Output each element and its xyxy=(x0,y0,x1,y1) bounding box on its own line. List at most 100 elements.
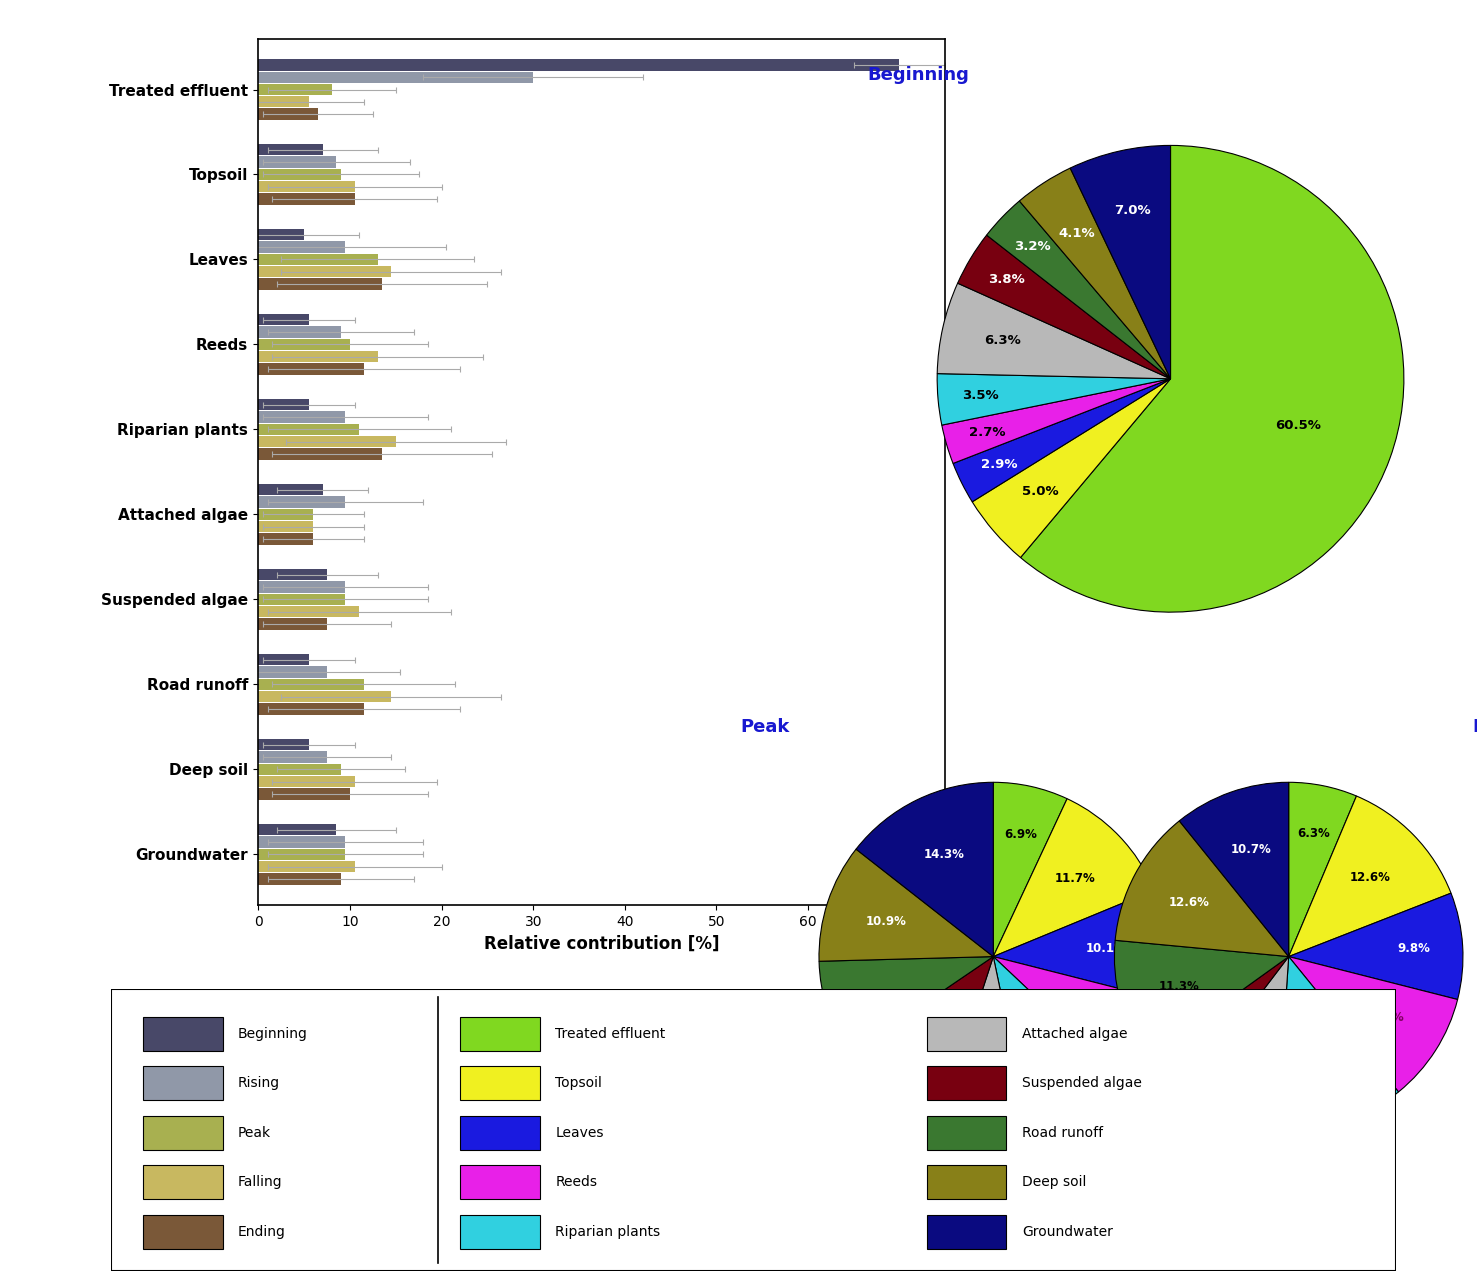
Text: 9.8%: 9.8% xyxy=(1397,942,1430,955)
Text: Attached algae: Attached algae xyxy=(1022,1027,1127,1041)
Bar xyxy=(258,619,326,629)
Text: Falling: Falling xyxy=(238,1175,282,1189)
Text: 8.0%: 8.0% xyxy=(1087,1011,1120,1023)
Wedge shape xyxy=(939,957,1029,1131)
Bar xyxy=(258,168,341,180)
FancyBboxPatch shape xyxy=(143,1017,223,1050)
Text: 12.6%: 12.6% xyxy=(1350,871,1390,885)
FancyBboxPatch shape xyxy=(926,1116,1006,1149)
X-axis label: Relative contribution [%]: Relative contribution [%] xyxy=(484,935,719,953)
FancyBboxPatch shape xyxy=(461,1215,541,1248)
Text: 11.3%: 11.3% xyxy=(1159,980,1199,993)
Text: 10.4%: 10.4% xyxy=(905,1041,945,1054)
Bar xyxy=(258,351,378,362)
Text: Ending: Ending xyxy=(238,1225,287,1239)
Text: Ending: Ending xyxy=(1473,718,1477,736)
Wedge shape xyxy=(857,782,994,957)
Bar xyxy=(258,229,304,240)
FancyBboxPatch shape xyxy=(143,1215,223,1248)
Text: 2.7%: 2.7% xyxy=(969,426,1006,439)
Text: 4.7%: 4.7% xyxy=(1183,1037,1216,1050)
Text: 10.9%: 10.9% xyxy=(866,914,905,927)
Text: Riparian plants: Riparian plants xyxy=(555,1225,660,1239)
Bar xyxy=(258,437,396,447)
Text: Reeds: Reeds xyxy=(555,1175,597,1189)
FancyBboxPatch shape xyxy=(926,1066,1006,1100)
Text: 3.8%: 3.8% xyxy=(988,273,1025,286)
Bar xyxy=(258,194,354,204)
Bar xyxy=(258,836,346,847)
Wedge shape xyxy=(993,957,1120,1127)
Text: 9.6%: 9.6% xyxy=(1038,1059,1071,1072)
Bar xyxy=(258,72,533,83)
Text: 12.6%: 12.6% xyxy=(1168,896,1210,909)
Text: 6.3%: 6.3% xyxy=(1297,827,1329,840)
Bar xyxy=(258,326,341,338)
Text: 11.8%: 11.8% xyxy=(1303,1058,1344,1071)
Wedge shape xyxy=(1288,957,1458,1091)
Text: 14.3%: 14.3% xyxy=(923,849,964,862)
Text: Peak: Peak xyxy=(238,1126,272,1140)
Wedge shape xyxy=(993,782,1066,957)
Wedge shape xyxy=(849,957,993,1122)
Text: 11.7%: 11.7% xyxy=(1055,872,1096,885)
Wedge shape xyxy=(957,235,1170,379)
Wedge shape xyxy=(1183,957,1288,1130)
Bar xyxy=(258,521,313,533)
Bar xyxy=(258,764,341,776)
Wedge shape xyxy=(987,202,1170,379)
Bar xyxy=(258,59,899,71)
Text: Beginning: Beginning xyxy=(238,1027,307,1041)
Text: 60.5%: 60.5% xyxy=(1275,419,1320,431)
FancyBboxPatch shape xyxy=(143,1066,223,1100)
Bar xyxy=(258,860,354,872)
Wedge shape xyxy=(1148,957,1288,1095)
Bar xyxy=(258,181,354,193)
Text: 6.9%: 6.9% xyxy=(1004,828,1037,841)
Text: 6.3%: 6.3% xyxy=(984,334,1021,347)
Bar xyxy=(258,108,318,119)
Bar xyxy=(258,363,363,375)
Wedge shape xyxy=(938,374,1170,425)
Bar xyxy=(258,849,346,860)
Wedge shape xyxy=(1115,820,1288,957)
Bar xyxy=(258,339,350,351)
Bar xyxy=(258,873,341,885)
Bar xyxy=(258,399,309,411)
Bar xyxy=(258,411,346,422)
Bar xyxy=(258,666,326,678)
Text: 9.0%: 9.0% xyxy=(858,989,891,1002)
FancyBboxPatch shape xyxy=(926,1017,1006,1050)
Bar xyxy=(258,606,359,618)
Bar xyxy=(258,279,383,290)
Bar xyxy=(258,83,332,95)
Bar xyxy=(258,704,363,715)
Text: Topsoil: Topsoil xyxy=(555,1076,603,1090)
Wedge shape xyxy=(1288,894,1462,999)
FancyBboxPatch shape xyxy=(461,1017,541,1050)
Text: 3.5%: 3.5% xyxy=(962,389,998,402)
Text: 4.1%: 4.1% xyxy=(1059,227,1094,240)
Wedge shape xyxy=(938,284,1170,379)
Wedge shape xyxy=(953,379,1170,502)
Bar xyxy=(258,448,383,460)
Bar xyxy=(258,654,309,665)
Text: Suspended algae: Suspended algae xyxy=(1022,1076,1142,1090)
Wedge shape xyxy=(1071,145,1171,379)
Text: Peak: Peak xyxy=(740,718,790,736)
Text: Leaves: Leaves xyxy=(555,1126,604,1140)
Bar xyxy=(258,691,391,702)
Wedge shape xyxy=(1115,940,1288,1058)
Text: 2.9%: 2.9% xyxy=(981,458,1018,471)
Wedge shape xyxy=(1021,145,1403,612)
Bar xyxy=(258,593,346,605)
Text: Treated effluent: Treated effluent xyxy=(555,1027,666,1041)
Bar xyxy=(258,144,322,155)
Bar xyxy=(258,824,337,836)
Wedge shape xyxy=(1288,796,1450,957)
FancyBboxPatch shape xyxy=(461,1066,541,1100)
FancyBboxPatch shape xyxy=(926,1215,1006,1248)
Text: Rising: Rising xyxy=(238,1076,281,1090)
FancyBboxPatch shape xyxy=(926,1166,1006,1199)
FancyBboxPatch shape xyxy=(461,1166,541,1199)
